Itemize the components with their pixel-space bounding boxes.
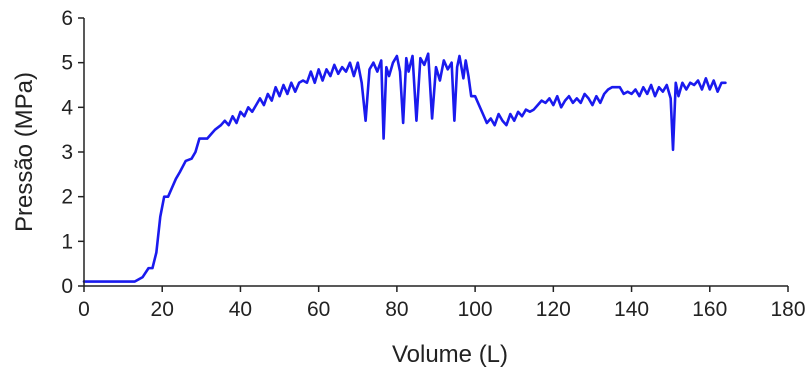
x-tick-label: 0 <box>78 298 90 321</box>
x-tick-label: 100 <box>458 298 493 321</box>
x-tick-label: 160 <box>692 298 727 321</box>
y-axis-ticks: 0 1 2 3 4 5 6 <box>61 7 84 298</box>
x-tick-label: 140 <box>614 298 649 321</box>
x-axis-ticks: 0 20 40 60 80 100 120 140 160 180 <box>78 286 806 321</box>
x-tick-label: 40 <box>229 298 252 321</box>
x-tick-label: 120 <box>536 298 571 321</box>
x-tick-label: 180 <box>770 298 805 321</box>
x-tick-label: 80 <box>385 298 408 321</box>
y-axis-label: Pressão (MPa) <box>11 72 38 232</box>
series-line <box>82 52 727 283</box>
y-tick-label: 2 <box>61 186 73 209</box>
x-tick-label: 20 <box>151 298 174 321</box>
y-tick-label: 5 <box>61 52 73 75</box>
y-tick-label: 3 <box>61 141 73 164</box>
x-tick-label: 60 <box>307 298 330 321</box>
y-tick-label: 6 <box>61 7 73 30</box>
y-tick-label: 4 <box>61 96 73 119</box>
x-axis-label: Volume (L) <box>392 341 508 368</box>
y-tick-label: 1 <box>61 230 73 253</box>
y-tick-label: 0 <box>61 275 73 298</box>
